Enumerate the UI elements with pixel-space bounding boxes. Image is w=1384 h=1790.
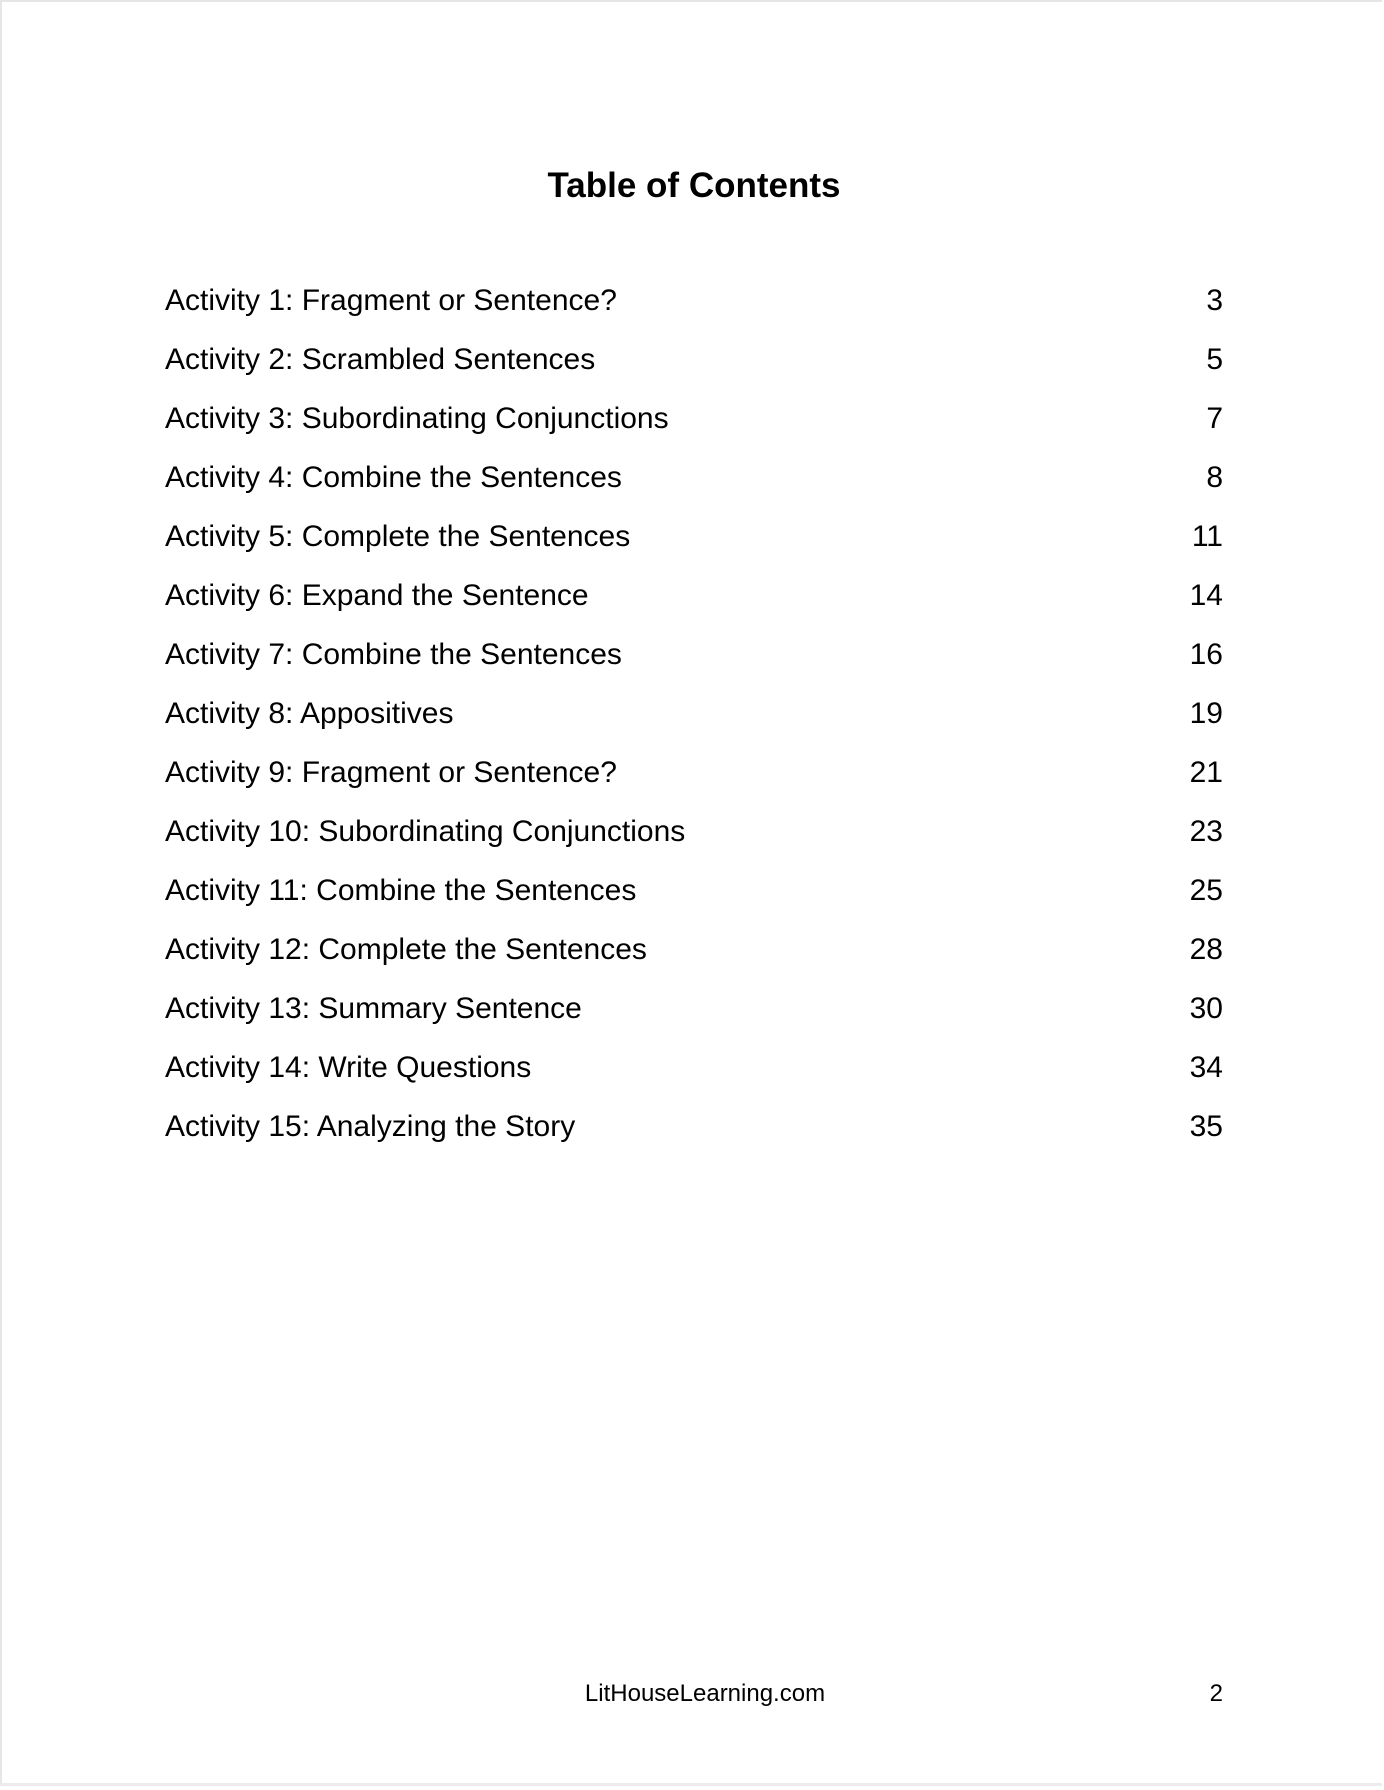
toc-entry[interactable]: Activity 6: Expand the Sentence 14 — [165, 575, 1223, 634]
toc-entry[interactable]: Activity 2: Scrambled Sentences 5 — [165, 339, 1223, 398]
toc-entry-page: 16 — [1189, 638, 1223, 671]
toc-entry-label: Activity 8: Appositives — [165, 697, 454, 730]
toc-entry-label: Activity 3: Subordinating Conjunctions — [165, 402, 669, 435]
toc-entry-label: Activity 2: Scrambled Sentences — [165, 343, 596, 376]
toc-entry-page: 30 — [1189, 992, 1223, 1025]
toc-entry[interactable]: Activity 15: Analyzing the Story 35 — [165, 1106, 1223, 1165]
toc-entry-page: 3 — [1206, 284, 1223, 317]
toc-entry-label: Activity 6: Expand the Sentence — [165, 579, 589, 612]
toc-entry[interactable]: Activity 10: Subordinating Conjunctions 2… — [165, 811, 1223, 870]
toc-entry-label: Activity 14: Write Questions — [165, 1051, 532, 1084]
toc-entry-page: 25 — [1189, 874, 1223, 907]
toc-entry[interactable]: Activity 12: Complete the Sentences 28 — [165, 929, 1223, 988]
toc-entry-page: 23 — [1189, 815, 1223, 848]
toc-entry-label: Activity 15: Analyzing the Story — [165, 1110, 576, 1143]
toc-entry[interactable]: Activity 7: Combine the Sentences 16 — [165, 634, 1223, 693]
toc-entry-label: Activity 13: Summary Sentence — [165, 992, 582, 1025]
toc-entry-label: Activity 10: Subordinating Conjunctions — [165, 815, 686, 848]
toc-entry[interactable]: Activity 4: Combine the Sentences 8 — [165, 457, 1223, 516]
toc-entry-page: 21 — [1189, 756, 1223, 789]
footer-site: LitHouseLearning.com — [584, 1680, 826, 1707]
toc-entry-label: Activity 4: Combine the Sentences — [165, 461, 622, 494]
toc-entry-label: Activity 7: Combine the Sentences — [165, 638, 622, 671]
toc-entry-page: 35 — [1189, 1110, 1223, 1143]
toc-entry[interactable]: Activity 13: Summary Sentence 30 — [165, 988, 1223, 1047]
toc-entry-label: Activity 1: Fragment or Sentence? — [165, 284, 617, 317]
table-of-contents: Activity 1: Fragment or Sentence? 3 Activi… — [165, 280, 1223, 1165]
toc-entry[interactable]: Activity 8: Appositives 19 — [165, 693, 1223, 752]
toc-entry-page: 5 — [1206, 343, 1223, 376]
footer-page-number: 2 — [1209, 1680, 1223, 1707]
toc-entry-page: 7 — [1206, 402, 1223, 435]
toc-entry-label: Activity 11: Combine the Sentences — [165, 874, 637, 907]
toc-entry-page: 19 — [1189, 697, 1223, 730]
toc-entry-label: Activity 5: Complete the Sentences — [165, 520, 631, 553]
toc-entry-page: 28 — [1189, 933, 1223, 966]
toc-entry[interactable]: Activity 14: Write Questions 34 — [165, 1047, 1223, 1106]
toc-entry[interactable]: Activity 5: Complete the Sentences 11 — [165, 516, 1223, 575]
toc-entry-label: Activity 12: Complete the Sentences — [165, 933, 647, 966]
toc-entry-page: 14 — [1189, 579, 1223, 612]
toc-entry-page: 34 — [1189, 1051, 1223, 1084]
page-title: Table of Contents — [547, 166, 841, 205]
toc-entry[interactable]: Activity 9: Fragment or Sentence? 21 — [165, 752, 1223, 811]
toc-entry[interactable]: Activity 11: Combine the Sentences 25 — [165, 870, 1223, 929]
toc-entry-page: 8 — [1206, 461, 1223, 494]
toc-entry[interactable]: Activity 1: Fragment or Sentence? 3 — [165, 280, 1223, 339]
toc-entry-page: 11 — [1191, 520, 1223, 553]
toc-entry-label: Activity 9: Fragment or Sentence? — [165, 756, 617, 789]
toc-entry[interactable]: Activity 3: Subordinating Conjunctions 7 — [165, 398, 1223, 457]
